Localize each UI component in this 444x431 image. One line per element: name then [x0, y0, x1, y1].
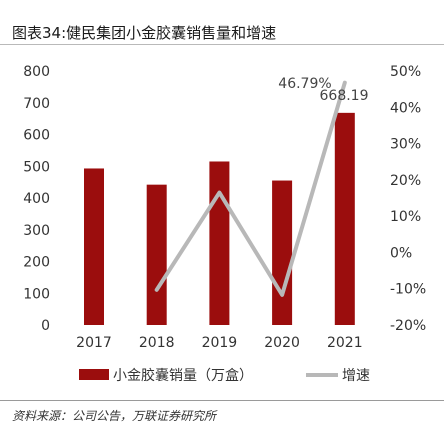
- y-left-tick-label: 700: [23, 96, 50, 112]
- sales-data-label: 668.19: [320, 88, 369, 104]
- y-right-tick-label: 50%: [390, 64, 421, 80]
- y-left-tick-label: 600: [23, 128, 50, 144]
- growth-line: [154, 80, 347, 297]
- legend-line-label: 增速: [342, 368, 370, 384]
- bar-2021: [334, 112, 355, 326]
- bar-2018: [146, 184, 167, 325]
- y-right-tick-label: -10%: [390, 282, 426, 298]
- x-tick-label: 2019: [202, 335, 238, 351]
- y-right-tick-label: 20%: [390, 173, 421, 189]
- x-tick-label: 2017: [76, 335, 112, 351]
- x-tick-label: 2021: [327, 335, 363, 351]
- y-left-tick-label: 300: [23, 223, 50, 239]
- y-right-tick-label: -20%: [390, 318, 426, 334]
- growth-data-label: 46.79%: [278, 76, 331, 92]
- y-left-tick-label: 400: [23, 191, 50, 207]
- legend-bar-swatch: [79, 369, 109, 380]
- y-right-tick-label: 30%: [390, 137, 421, 153]
- bar-2019: [209, 161, 230, 325]
- y-right-tick-label: 0%: [390, 245, 412, 261]
- figure-title: 图表34:健民集团小金胶囊销售量和增速: [12, 24, 277, 42]
- y-left-tick-label: 800: [23, 64, 50, 80]
- sales-growth-chart: 0 100 200 300 400 500 600 700 800 -20% -10% 0% 10% 20…: [23, 64, 426, 384]
- bar-2017: [84, 168, 104, 325]
- footer-divider: [0, 400, 444, 401]
- x-tick-label: 2018: [139, 335, 175, 351]
- y-left-tick-label: 200: [23, 255, 50, 271]
- bar-2020: [272, 180, 293, 325]
- cropped-header-line: [0, 0, 444, 12]
- y-right-tick-label: 40%: [390, 100, 421, 116]
- y-right-tick-label: 10%: [390, 209, 421, 225]
- y-left-tick-label: 0: [41, 318, 50, 334]
- figure-title-bar: 图表34:健民集团小金胶囊销售量和增速: [0, 20, 444, 45]
- source-note: 资料来源：公司公告，万联证券研究所: [12, 409, 217, 423]
- legend-bar-label: 小金胶囊销量（万盒）: [113, 367, 253, 384]
- y-left-tick-label: 500: [23, 159, 50, 175]
- y-left-tick-label: 100: [23, 286, 50, 302]
- x-tick-label: 2020: [264, 335, 300, 351]
